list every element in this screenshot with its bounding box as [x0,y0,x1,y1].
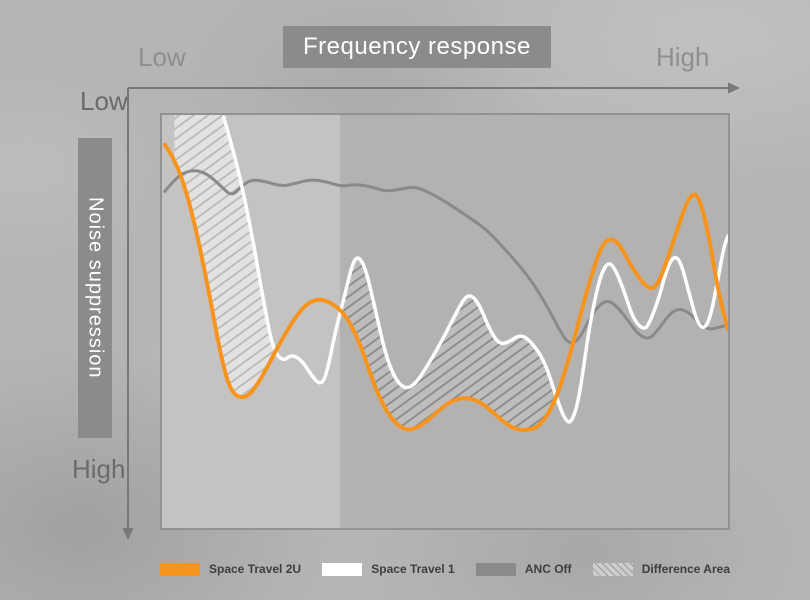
x-axis-high-label: High [656,42,710,72]
plot-area [160,113,730,530]
difference-area-0 [174,115,277,399]
legend-label: Difference Area [641,562,730,576]
series-line-space-travel-1 [224,117,728,422]
legend-label: ANC Off [524,562,572,576]
x-axis-arrow-icon [728,82,740,94]
legend: Space Travel 2U Space Travel 1 ANC Off D… [160,562,730,576]
legend-label: Space Travel 2U [209,562,302,576]
legend-item-space-travel-2u: Space Travel 2U [160,562,301,576]
legend-swatch-gray [475,562,516,576]
y-axis-title: Noise suppression [78,138,112,438]
series-line-space-travel-2u [165,145,728,430]
y-axis-high-label: High [72,454,126,484]
plot-svg [162,115,728,528]
difference-area-1 [340,255,556,431]
legend-swatch-white [322,562,363,576]
y-axis-low-label: Low [80,86,128,116]
chart-title: Frequency response [283,26,551,68]
legend-label: Space Travel 1 [371,562,455,576]
legend-item-difference-area: Difference Area [592,562,730,576]
legend-item-space-travel-1: Space Travel 1 [322,562,455,576]
difference-areas-group [174,115,556,431]
x-axis-low-label: Low [138,42,186,72]
legend-swatch-hatch-icon [592,562,633,576]
y-axis-arrow-icon [122,528,134,540]
legend-item-anc-off: ANC Off [475,562,572,576]
legend-swatch-orange [160,562,200,576]
series-lines-group [165,117,728,430]
series-line-anc-off [165,171,728,343]
